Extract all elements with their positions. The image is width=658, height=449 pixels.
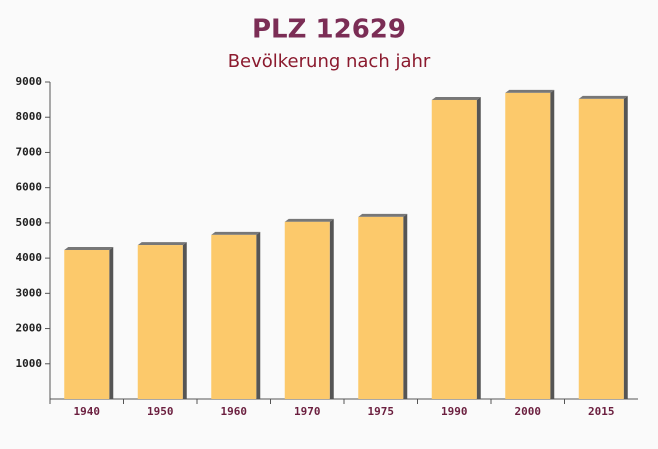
x-tick-label: 1940: [74, 405, 101, 418]
bar: [431, 99, 477, 400]
y-tick-label: 8000: [16, 110, 43, 123]
y-tick-label: 1000: [16, 357, 43, 370]
bar-shadow: [329, 218, 334, 399]
bar-top: [505, 89, 555, 93]
bar: [578, 98, 624, 399]
x-tick-label: 1970: [294, 405, 321, 418]
bar-top: [284, 218, 334, 222]
bar-top: [211, 231, 261, 235]
bar-top: [137, 242, 187, 246]
bar-shadow: [182, 242, 187, 399]
x-tick-label: 2000: [515, 405, 542, 418]
bar-shadow: [623, 95, 628, 399]
bar-top: [578, 95, 628, 99]
x-tick-label: 2015: [588, 405, 615, 418]
bar-shadow: [550, 89, 555, 400]
bar-shadow: [109, 247, 114, 399]
bar: [64, 250, 110, 399]
y-tick-label: 7000: [16, 145, 43, 158]
bar-top: [64, 247, 114, 251]
y-tick-label: 4000: [16, 251, 43, 264]
x-tick-label: 1990: [441, 405, 468, 418]
y-tick-label: 3000: [16, 286, 43, 299]
bar-shadow: [476, 96, 481, 400]
chart-subtitle: Bevölkerung nach jahr: [228, 51, 431, 72]
x-tick-label: 1975: [368, 405, 395, 418]
bar: [284, 221, 330, 399]
x-tick-label: 1960: [221, 405, 248, 418]
bar: [505, 92, 551, 400]
y-tick-label: 5000: [16, 216, 43, 229]
y-tick-label: 6000: [16, 181, 43, 194]
bar: [137, 245, 183, 399]
chart-title: PLZ 12629: [252, 15, 406, 45]
bar: [211, 234, 257, 399]
bar-top: [431, 96, 481, 100]
bar: [358, 216, 404, 399]
y-tick-label: 2000: [16, 322, 43, 335]
bar-shadow: [256, 231, 261, 399]
bar-top: [358, 213, 408, 217]
bar-shadow: [403, 213, 408, 399]
x-tick-label: 1950: [147, 405, 174, 418]
y-tick-label: 9000: [16, 75, 43, 88]
